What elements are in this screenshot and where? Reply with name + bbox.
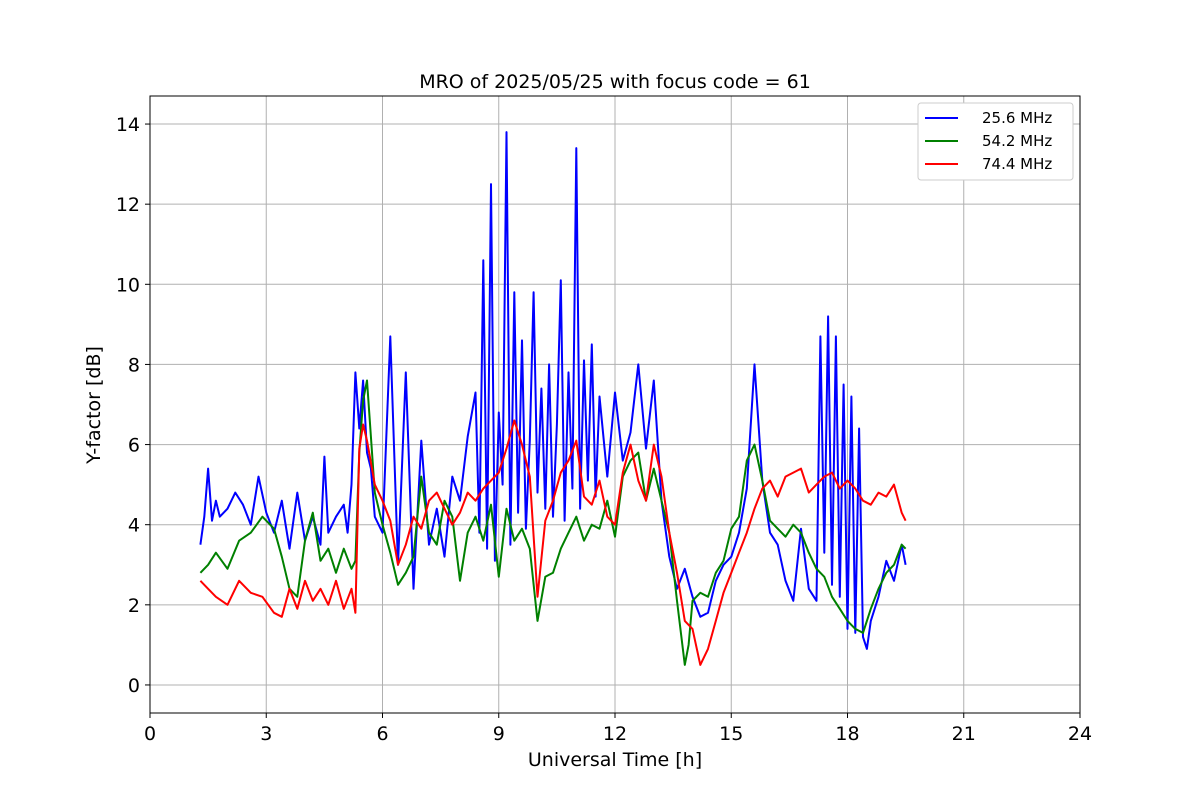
legend: 25.6 MHz 54.2 MHz 74.4 MHz (917, 102, 1074, 181)
x-tick-label: 21 (952, 723, 976, 745)
x-tick-label: 6 (376, 723, 388, 745)
x-tick-label: 9 (493, 723, 505, 745)
y-tick-label: 8 (128, 354, 140, 376)
y-axis-label: Y-factor [dB] (83, 346, 105, 465)
y-tick-label: 14 (116, 114, 140, 136)
x-tick-label: 15 (719, 723, 743, 745)
series-line-25-6-mhz (199, 131, 907, 650)
y-tick-label: 4 (128, 515, 140, 537)
x-tick-label: 24 (1068, 723, 1092, 745)
chart-title: MRO of 2025/05/25 with focus code = 61 (419, 71, 811, 93)
y-tick-label: 2 (128, 595, 140, 617)
series-line-74-4-mhz (199, 419, 907, 666)
series-layer (199, 131, 907, 666)
legend-entry-label: 25.6 MHz (982, 109, 1052, 127)
x-axis: 0 3 6 9 12 15 18 21 24 (144, 713, 1092, 745)
y-tick-label: 0 (128, 675, 140, 697)
x-tick-label: 3 (260, 723, 272, 745)
series-line-54-2-mhz (199, 379, 907, 666)
y-tick-label: 6 (128, 435, 140, 457)
x-tick-label: 12 (603, 723, 627, 745)
x-tick-label: 0 (144, 723, 156, 745)
y-tick-label: 12 (116, 194, 140, 216)
x-tick-label: 18 (835, 723, 859, 745)
legend-entry-label: 54.2 MHz (982, 132, 1052, 150)
y-axis: 0 2 4 6 8 10 12 14 (116, 114, 150, 697)
y-tick-label: 10 (116, 274, 140, 296)
legend-box (917, 102, 1074, 181)
legend-entry-label: 74.4 MHz (982, 155, 1052, 173)
x-axis-label: Universal Time [h] (528, 749, 702, 771)
